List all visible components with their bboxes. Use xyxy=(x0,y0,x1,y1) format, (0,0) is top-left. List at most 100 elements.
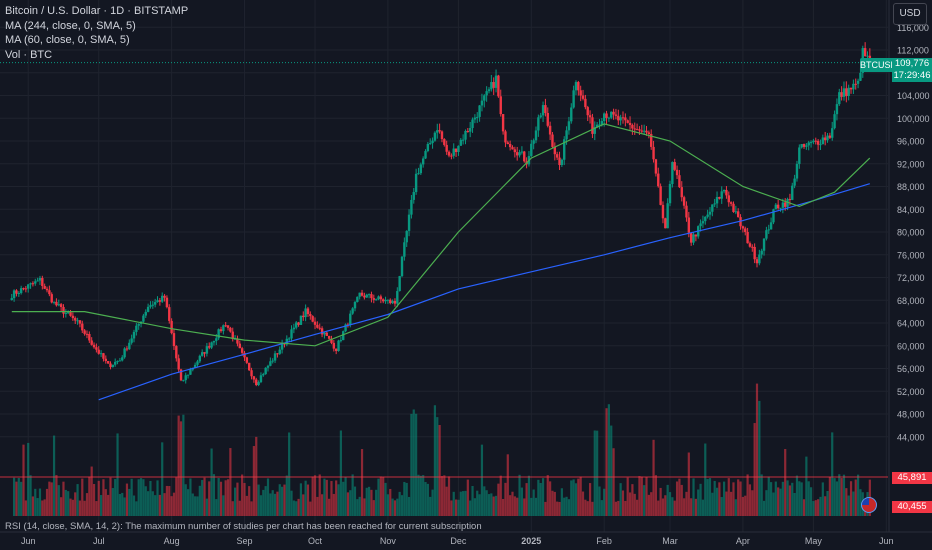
volume-bar xyxy=(389,488,392,516)
candle-body xyxy=(97,349,100,354)
x-tick-label: May xyxy=(805,536,823,546)
currency-button[interactable]: USD xyxy=(893,3,927,25)
volume-bar xyxy=(186,489,190,516)
candle-body xyxy=(266,365,270,368)
volume-bar xyxy=(497,483,500,516)
y-tick-label: 44,000 xyxy=(897,432,925,442)
candle-body xyxy=(370,294,373,299)
volume-bar xyxy=(379,476,382,516)
candle-body xyxy=(344,324,347,332)
symbol-title[interactable]: Bitcoin / U.S. Dollar · 1D · BITSTAMP xyxy=(5,5,189,17)
candle-body xyxy=(748,243,752,247)
volume-bar xyxy=(650,492,653,516)
volume-bar xyxy=(130,478,133,516)
y-tick-label: 68,000 xyxy=(897,296,925,306)
volume-bar xyxy=(746,474,749,516)
volume-bar xyxy=(685,491,688,516)
candle-body xyxy=(833,114,836,129)
volume-bar xyxy=(48,481,51,516)
candle-body xyxy=(859,72,862,81)
volume-bar xyxy=(208,481,211,516)
volume-bar xyxy=(713,480,716,516)
volume-bar xyxy=(490,493,493,516)
candle-body xyxy=(83,330,86,334)
volume-bar xyxy=(81,478,84,516)
y-tick-label: 92,000 xyxy=(897,159,925,169)
volume-bar xyxy=(337,484,340,516)
candle-body xyxy=(548,125,552,135)
volume-bar xyxy=(704,443,707,516)
candle-body xyxy=(741,226,745,229)
candle-body xyxy=(668,183,672,204)
candle-body xyxy=(186,374,190,376)
volume-bar xyxy=(692,478,695,516)
volume-bar xyxy=(320,494,324,516)
candle-body xyxy=(642,130,646,132)
volume-bar xyxy=(760,474,763,516)
volume-bar xyxy=(487,494,491,516)
volume-bar xyxy=(135,501,138,516)
candle-body xyxy=(429,143,432,145)
volume-bar xyxy=(591,501,594,516)
candle-body xyxy=(182,380,185,382)
volume-bar xyxy=(551,490,554,516)
candle-body xyxy=(276,353,279,355)
volume-bar xyxy=(24,500,27,516)
volume-bar xyxy=(118,494,121,516)
candle-body xyxy=(396,291,399,304)
candle-body xyxy=(445,144,448,152)
volume-bar xyxy=(358,496,361,516)
candle-body xyxy=(358,292,361,297)
candle-body xyxy=(715,197,719,204)
volume-label[interactable]: Vol · BTC xyxy=(5,48,53,61)
ma-60-label[interactable]: MA (60, close, 0, SMA, 5) xyxy=(5,34,130,46)
volume-bar xyxy=(831,432,834,516)
candle-body xyxy=(628,122,632,126)
volume-bar xyxy=(492,496,495,516)
candle-body xyxy=(795,163,799,179)
candle-body xyxy=(826,135,829,141)
volume-bar xyxy=(142,479,145,516)
volume-bar xyxy=(226,479,230,516)
y-tick-label: 100,000 xyxy=(897,114,930,124)
candle-body xyxy=(506,142,509,145)
y-tick-label: 56,000 xyxy=(897,364,925,374)
candle-body xyxy=(544,105,547,113)
candle-body xyxy=(577,82,580,91)
volume-bar xyxy=(62,481,65,516)
volume-bar xyxy=(556,501,559,516)
volume-bar xyxy=(259,495,263,516)
candle-body xyxy=(508,144,512,148)
candle-body xyxy=(645,130,648,133)
x-tick-label: Feb xyxy=(596,536,612,546)
volume-bar xyxy=(443,475,446,516)
candle-body xyxy=(560,159,564,166)
candle-body xyxy=(464,130,467,140)
volume-bar xyxy=(586,501,589,516)
candle-body xyxy=(631,125,634,129)
volume-bar xyxy=(654,475,658,516)
volume-bar xyxy=(196,496,199,516)
volume-bar xyxy=(290,490,293,516)
y-tick-label: 96,000 xyxy=(897,137,925,147)
volume-bar xyxy=(52,435,56,516)
candle-body xyxy=(689,232,693,243)
volume-bar xyxy=(715,487,719,516)
volume-bar xyxy=(549,481,552,516)
volume-bar xyxy=(27,442,30,516)
volume-bar xyxy=(784,449,787,516)
candle-body xyxy=(485,91,488,96)
volume-badge-upper: 45,891 xyxy=(892,472,932,484)
us-flag-icon[interactable] xyxy=(861,497,877,513)
volume-bar xyxy=(311,476,314,516)
volume-bar xyxy=(643,485,646,516)
volume-bar xyxy=(765,490,768,516)
volume-bar xyxy=(144,486,147,516)
volume-bar xyxy=(483,486,486,516)
candle-body xyxy=(459,139,462,146)
volume-bar xyxy=(116,433,119,516)
ma-244-label[interactable]: MA (244, close, 0, SMA, 5) xyxy=(5,19,136,32)
volume-bar xyxy=(198,485,201,516)
volume-bar xyxy=(673,500,676,516)
